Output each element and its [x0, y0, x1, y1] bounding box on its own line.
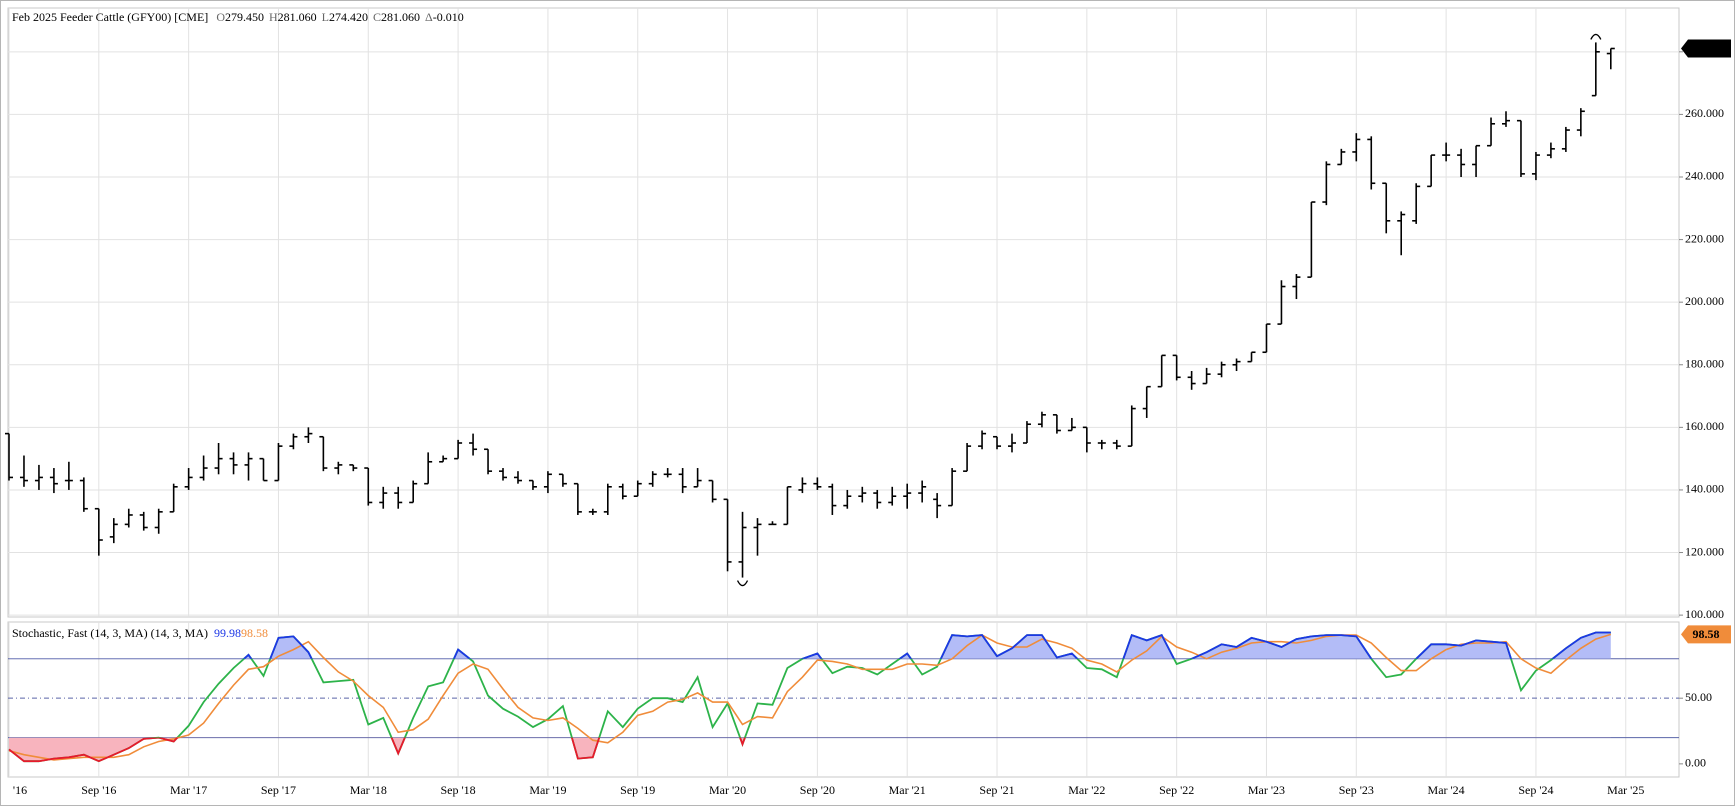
x-tick-label: Mar '21 [889, 783, 926, 797]
indicator-title: Stochastic, Fast (14, 3, MA) (14, 3, MA) [12, 626, 208, 640]
oversold-fill [9, 737, 745, 762]
quote-value: 279.450 [225, 10, 264, 24]
y-tick-label: 120.000 [1685, 544, 1724, 558]
last-value-label: 98.58 [1693, 627, 1720, 641]
x-tick-label: Mar '20 [709, 783, 746, 797]
y-tick-label: 240.000 [1685, 169, 1724, 183]
x-tick-label: Mar '22 [1068, 783, 1105, 797]
x-tick-label: Sep '24 [1518, 783, 1553, 797]
chart-header: Feb 2025 Feeder Cattle (GFY00) [CME] O279… [12, 10, 464, 24]
low-marker [736, 580, 749, 587]
k-line-overbought [242, 631, 1611, 659]
x-tick-label: Mar '18 [350, 783, 387, 797]
quote-value: 281.060 [381, 10, 420, 24]
x-tick-label: Mar '24 [1428, 783, 1465, 797]
quote-value: 281.060 [278, 10, 317, 24]
indicator-legend: Stochastic, Fast (14, 3, MA) (14, 3, MA)… [12, 626, 268, 640]
y-tick-label: 220.000 [1685, 231, 1724, 245]
x-tick-label: Mar '17 [170, 783, 207, 797]
x-tick-label: Sep '20 [800, 783, 835, 797]
x-tick-label: Sep '23 [1339, 783, 1374, 797]
k-value: 99.98 [214, 626, 241, 640]
y-tick-label: 50.00 [1685, 690, 1712, 704]
y-tick-label: 160.000 [1685, 419, 1724, 433]
last-value-box [1681, 625, 1731, 644]
y-tick-label: 260.000 [1685, 106, 1724, 120]
y-tick-label: 180.000 [1685, 357, 1724, 371]
x-tick-label: Sep '17 [261, 783, 296, 797]
overbought-fill [244, 632, 1611, 659]
quote-label: Δ [425, 10, 433, 24]
d-value: 98.58 [241, 626, 268, 640]
stochastic-panel [7, 621, 1680, 778]
x-tick-label: Sep '16 [81, 783, 116, 797]
x-tick-label: Sep '18 [441, 783, 476, 797]
quote-value: -0.010 [433, 10, 464, 24]
x-tick-label: Mar '23 [1248, 783, 1285, 797]
x-tick-label: Sep '22 [1159, 783, 1194, 797]
quote-value: 274.420 [329, 10, 368, 24]
y-tick-label: 140.000 [1685, 482, 1724, 496]
x-tick-label: Sep '19 [620, 783, 655, 797]
x-tick-label: Mar '25 [1607, 783, 1644, 797]
y-tick-label: 100.000 [1685, 607, 1724, 621]
last-price-box [1681, 39, 1731, 58]
x-tick-label: Sep '21 [979, 783, 1014, 797]
high-marker [1590, 33, 1602, 40]
quote-label: O [216, 10, 225, 24]
quote-label: C [373, 10, 381, 24]
price-panel [7, 7, 1680, 618]
y-tick-label: 0.00 [1685, 756, 1706, 770]
last-price-label: 281.060 [1687, 41, 1726, 55]
quote-label: H [269, 10, 278, 24]
x-tick-label: '16 [13, 783, 27, 797]
chart-title: Feb 2025 Feeder Cattle (GFY00) [CME] [12, 10, 208, 24]
x-tick-label: Mar '19 [529, 783, 566, 797]
y-tick-label: 200.000 [1685, 294, 1724, 308]
quote-label: L [322, 10, 329, 24]
